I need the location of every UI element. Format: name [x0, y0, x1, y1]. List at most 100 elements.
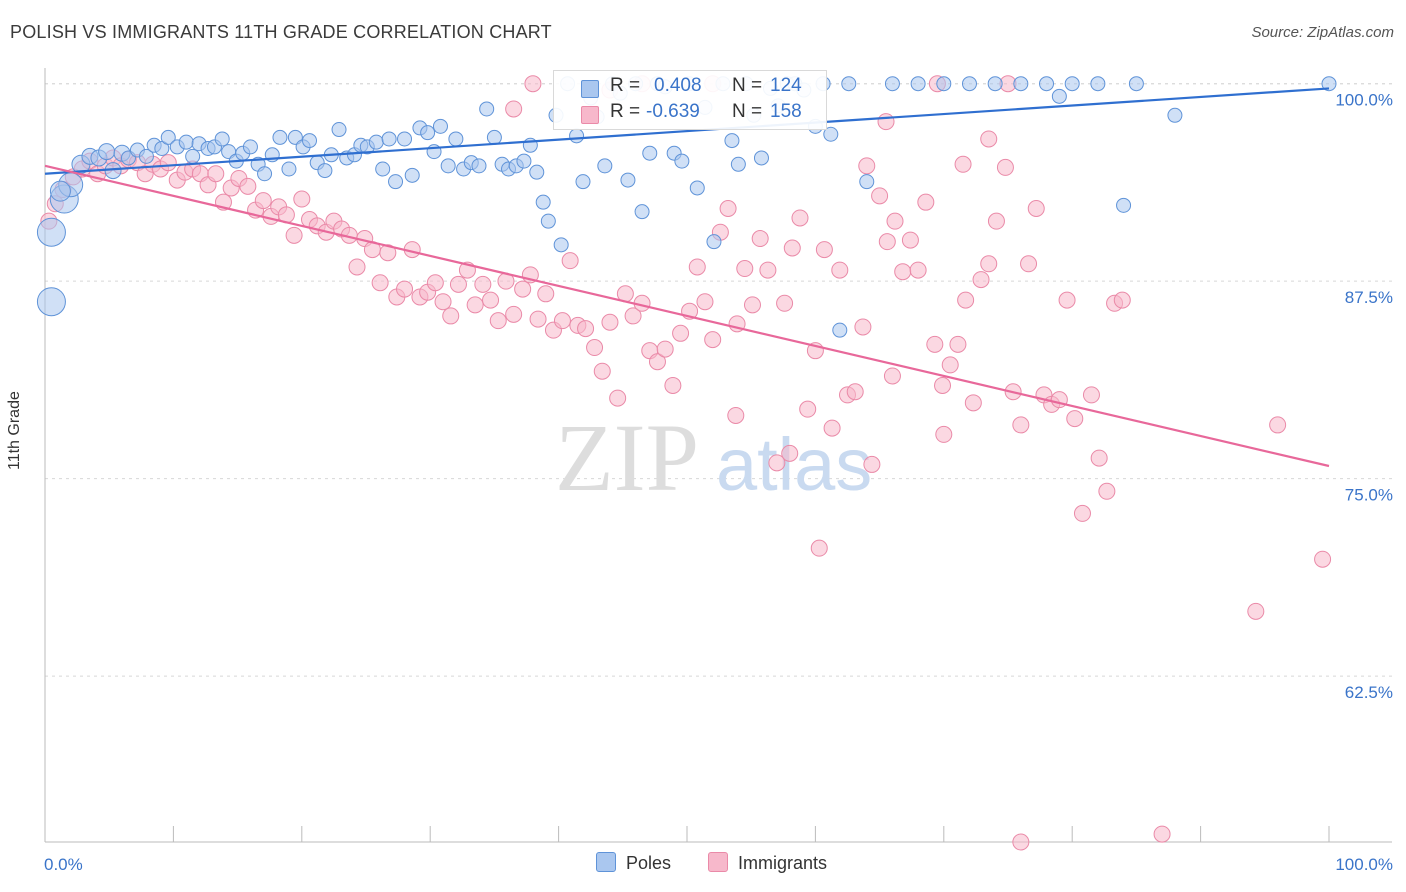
immigrants-point: [672, 324, 690, 342]
poles-point: [987, 76, 1003, 92]
legend-n-value-immigrants: 158: [770, 101, 802, 122]
immigrants-point: [505, 305, 523, 323]
immigrants-point: [858, 157, 876, 175]
poles-point: [1051, 88, 1067, 104]
immigrants-point: [664, 376, 682, 394]
immigrants-trend-line: [44, 164, 1330, 468]
poles-swatch: [596, 852, 616, 872]
poles-point: [397, 131, 413, 147]
immigrants-point: [1058, 291, 1076, 309]
immigrants-legend-label: Immigrants: [738, 853, 828, 873]
poles-trend-line: [44, 87, 1330, 175]
poles-point: [936, 76, 952, 92]
tick-labels: 100.0% 87.5% 75.0% 62.5% 0.0% 100.0%: [44, 91, 1393, 874]
immigrants-point: [1066, 410, 1084, 428]
poles-point: [569, 128, 585, 144]
poles-point: [381, 131, 397, 147]
immigrants-point: [917, 193, 935, 211]
immigrants-point: [254, 192, 272, 210]
poles-point: [375, 161, 391, 177]
poles-point: [214, 131, 230, 147]
poles-point: [160, 129, 176, 145]
immigrants-point: [815, 241, 833, 259]
immigrants-point: [964, 394, 982, 412]
immigrants-point: [743, 296, 761, 314]
immigrants-point: [514, 280, 532, 298]
immigrants-point: [776, 294, 794, 312]
poles-point: [620, 172, 636, 188]
immigrants-point: [949, 335, 967, 353]
chart-title: POLISH VS IMMIGRANTS 11TH GRADE CORRELAT…: [10, 22, 552, 42]
immigrants-point: [1082, 386, 1100, 404]
immigrants-swatch: [708, 852, 728, 872]
poles-point: [368, 134, 384, 150]
poles-point: [597, 158, 613, 174]
immigrants-point: [442, 307, 460, 325]
poles-point: [1064, 76, 1080, 92]
immigrants-point: [293, 190, 311, 208]
poles-point: [540, 213, 556, 229]
immigrants-point: [586, 339, 604, 357]
immigrants-point: [980, 255, 998, 273]
poles-point: [178, 134, 194, 150]
poles-point: [272, 129, 288, 145]
poles-point: [1167, 107, 1183, 123]
immigrants-point: [954, 155, 972, 173]
poles-point: [242, 139, 258, 155]
poles-point: [317, 163, 333, 179]
poles-point: [884, 76, 900, 92]
immigrants-point: [846, 383, 864, 401]
poles-point: [138, 148, 154, 164]
immigrants-point: [426, 274, 444, 292]
immigrants-point: [719, 200, 737, 218]
y-tick-label: 75.0%: [1345, 486, 1393, 505]
immigrants-point: [823, 419, 841, 437]
series-legend-immigrants[interactable]: Immigrants: [708, 852, 827, 874]
immigrants-point: [941, 356, 959, 374]
axis-layer: [44, 68, 1392, 843]
poles-point: [634, 204, 650, 220]
poles-point: [642, 145, 658, 161]
legend-swatch-immigrants: [581, 106, 599, 124]
poles-point: [1013, 76, 1029, 92]
immigrants-point: [1113, 291, 1131, 309]
immigrants-point: [934, 376, 952, 394]
immigrants-point: [348, 258, 366, 276]
immigrants-point: [1012, 833, 1030, 851]
legend-n-label: N =: [732, 101, 763, 122]
immigrants-point: [656, 340, 674, 358]
immigrants-point: [909, 261, 927, 279]
immigrants-point: [537, 285, 555, 303]
immigrants-point: [285, 226, 303, 244]
poles-point: [553, 237, 569, 253]
poles-point: [486, 129, 502, 145]
immigrants-point: [1073, 504, 1091, 522]
poles-point: [432, 118, 448, 134]
poles-point: [823, 126, 839, 142]
poles-point: [154, 140, 170, 156]
immigrants-point: [926, 335, 944, 353]
poles-point: [1321, 76, 1337, 92]
immigrants-point: [396, 280, 414, 298]
poles-point: [516, 153, 532, 169]
poles-point: [535, 194, 551, 210]
watermark: ZIP atlas: [555, 404, 872, 511]
immigrants-point: [609, 389, 627, 407]
poles-point: [185, 148, 201, 164]
correlation-legend: R = 0.408 N = 124 R = -0.639 N = 158: [553, 70, 827, 130]
immigrants-point: [878, 233, 896, 251]
poles-point: [753, 150, 769, 166]
poles-point: [257, 166, 273, 182]
immigrants-point: [877, 113, 895, 131]
immigrants-point: [727, 406, 745, 424]
poles-point: [730, 156, 746, 172]
immigrants-point: [207, 165, 225, 183]
immigrants-point: [751, 230, 769, 248]
immigrants-point: [505, 100, 523, 118]
series-legend-poles[interactable]: Poles: [596, 852, 671, 874]
legend-r-value-poles: 0.408: [654, 75, 702, 96]
immigrants-point: [696, 293, 714, 311]
immigrants-point: [577, 320, 595, 338]
immigrants-point: [1020, 255, 1038, 273]
